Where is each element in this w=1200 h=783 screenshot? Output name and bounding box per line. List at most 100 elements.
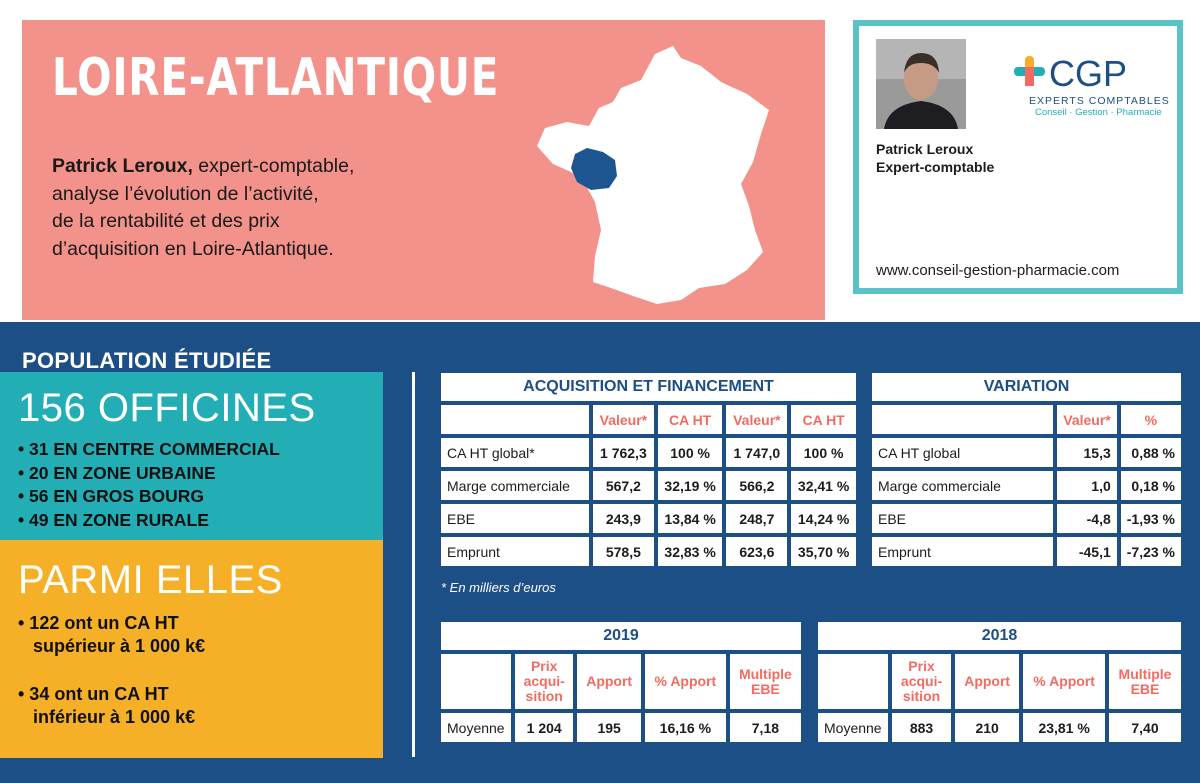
cell: 0,18 %	[1120, 471, 1181, 500]
empty-cell	[818, 654, 888, 709]
table-row: EBE -4,8 -1,93 %	[872, 504, 1181, 533]
cell: 32,41 %	[791, 471, 856, 500]
list-item: • 49 EN ZONE RURALE	[18, 509, 209, 530]
intro-line-1: expert-comptable,	[192, 155, 355, 177]
table-row: CA HT global 15,3 0,88 %	[872, 438, 1181, 467]
cell: 566,2	[726, 471, 788, 500]
row-label: EBE	[441, 504, 589, 533]
footnote: * En milliers d’euros	[441, 580, 556, 595]
cell: 7,40	[1109, 713, 1181, 742]
cell: 1 762,3	[593, 438, 654, 467]
list-item: • 31 EN CENTRE COMMERCIAL	[18, 439, 280, 459]
row-label: Marge commerciale	[872, 471, 1054, 500]
cell: 883	[892, 713, 952, 742]
cell: 100 %	[791, 438, 856, 467]
column-header: % Apport	[1023, 654, 1105, 709]
cell: 32,83 %	[657, 537, 723, 566]
column-header: %	[1120, 405, 1181, 434]
row-label: Emprunt	[441, 537, 589, 566]
table-title: 2018	[818, 622, 1181, 650]
row-label: Moyenne	[818, 713, 888, 742]
row-label: CA HT global*	[441, 438, 589, 467]
table-row: EBE 243,9 13,84 % 248,7 14,24 %	[441, 504, 856, 533]
column-header: Apport	[577, 654, 641, 709]
list-item: • 122 ont un CA HT supérieur à 1 000 k€	[18, 612, 205, 658]
divider	[412, 372, 415, 757]
cell: 1,0	[1057, 471, 1117, 500]
cgp-tagline-1: EXPERTS COMPTABLES	[1029, 95, 1169, 107]
cell: 195	[577, 713, 641, 742]
population-heading: 156 OFFICINES	[18, 386, 316, 430]
cell: 243,9	[593, 504, 654, 533]
author-photo	[876, 39, 966, 129]
table-row: Emprunt -45,1 -7,23 %	[872, 537, 1181, 566]
cgp-logo: CGP EXPERTS COMPTABLES Conseil · Gestion…	[1014, 54, 1169, 118]
cell: 35,70 %	[791, 537, 856, 566]
cell: 13,84 %	[657, 504, 723, 533]
population-list: • 31 EN CENTRE COMMERCIAL • 20 EN ZONE U…	[18, 438, 280, 532]
population-box: 156 OFFICINES • 31 EN CENTRE COMMERCIAL …	[0, 372, 383, 540]
cell: 248,7	[726, 504, 788, 533]
table-2019: 2019 Prix acqui-sition Apport % Apport Mu…	[437, 618, 805, 746]
data-section: POPULATION ÉTUDIÉE 156 OFFICINES • 31 EN…	[0, 322, 1200, 783]
row-label: Marge commerciale	[441, 471, 589, 500]
cell: 7,18	[729, 713, 801, 742]
table-title: ACQUISITION ET FINANCEMENT	[441, 373, 856, 401]
list-item-line: • 122 ont un CA HT	[18, 613, 179, 633]
card-name: Patrick Leroux	[876, 141, 974, 157]
cell: -45,1	[1057, 537, 1117, 566]
cell: 100 %	[657, 438, 723, 467]
column-header: CA HT	[791, 405, 856, 434]
list-item: • 34 ont un CA HT inférieur à 1 000 k€	[18, 683, 195, 729]
row-label: Emprunt	[872, 537, 1054, 566]
cell: 15,3	[1057, 438, 1117, 467]
cell: -7,23 %	[1120, 537, 1181, 566]
page-title: LOIRE-ATLANTIQUE	[52, 48, 500, 108]
cell: 14,24 %	[791, 504, 856, 533]
column-header: Valeur*	[726, 405, 788, 434]
table-title: 2019	[441, 622, 801, 650]
list-item-line: inférieur à 1 000 k€	[33, 707, 196, 727]
intro-line-4: d’acquisition en Loire-Atlantique.	[52, 237, 334, 260]
column-header: Apport	[955, 654, 1020, 709]
cell: 32,19 %	[657, 471, 723, 500]
table-row: Emprunt 578,5 32,83 % 623,6 35,70 %	[441, 537, 856, 566]
row-label: EBE	[872, 504, 1054, 533]
intro-line-3: de la rentabilité et des prix	[52, 210, 280, 232]
list-item: • 56 EN GROS BOURG	[18, 486, 205, 506]
cell: 16,16 %	[644, 713, 726, 742]
variation-table: VARIATION Valeur* % CA HT global 15,3 0,…	[868, 369, 1185, 570]
column-header: Prix acqui-sition	[892, 654, 952, 709]
column-header: CA HT	[657, 405, 723, 434]
cell: 567,2	[593, 471, 654, 500]
row-label: CA HT global	[872, 438, 1054, 467]
france-map-icon	[537, 46, 769, 304]
row-label: Moyenne	[441, 713, 511, 742]
card-role: Expert-comptable	[876, 159, 995, 175]
region-banner: LOIRE-ATLANTIQUE Patrick Leroux, expert-…	[22, 20, 825, 320]
table-row: Marge commerciale 567,2 32,19 % 566,2 32…	[441, 471, 856, 500]
table-title: VARIATION	[872, 373, 1181, 401]
intro-text: Patrick Leroux, expert-comptable, analys…	[52, 153, 492, 263]
list-item-line: • 34 ont un CA HT	[18, 684, 169, 704]
cell: 1 204	[515, 713, 574, 742]
cell: 623,6	[726, 537, 788, 566]
intro-line-2: analyse l’évolution de l’activité,	[52, 182, 319, 205]
cell: 23,81 %	[1023, 713, 1105, 742]
column-header: Prix acqui-sition	[515, 654, 574, 709]
website-link[interactable]: www.conseil-gestion-pharmacie.com	[876, 262, 1120, 279]
subset-heading: PARMI ELLES	[18, 558, 283, 602]
cgp-tagline-2: Conseil · Gestion · Pharmacie	[1035, 107, 1162, 118]
table-row: Moyenne 1 204 195 16,16 % 7,18	[441, 713, 801, 742]
author-name: Patrick Leroux,	[52, 155, 193, 177]
empty-cell	[441, 405, 589, 434]
column-header: Valeur*	[1057, 405, 1117, 434]
cell: 210	[955, 713, 1020, 742]
subset-box: PARMI ELLES • 122 ont un CA HT supérieur…	[0, 540, 383, 758]
column-header: Multiple EBE	[729, 654, 801, 709]
cell: 578,5	[593, 537, 654, 566]
table-row: CA HT global* 1 762,3 100 % 1 747,0 100 …	[441, 438, 856, 467]
cell: -4,8	[1057, 504, 1117, 533]
list-item: • 20 EN ZONE URBAINE	[18, 462, 216, 483]
cell: -1,93 %	[1120, 504, 1181, 533]
